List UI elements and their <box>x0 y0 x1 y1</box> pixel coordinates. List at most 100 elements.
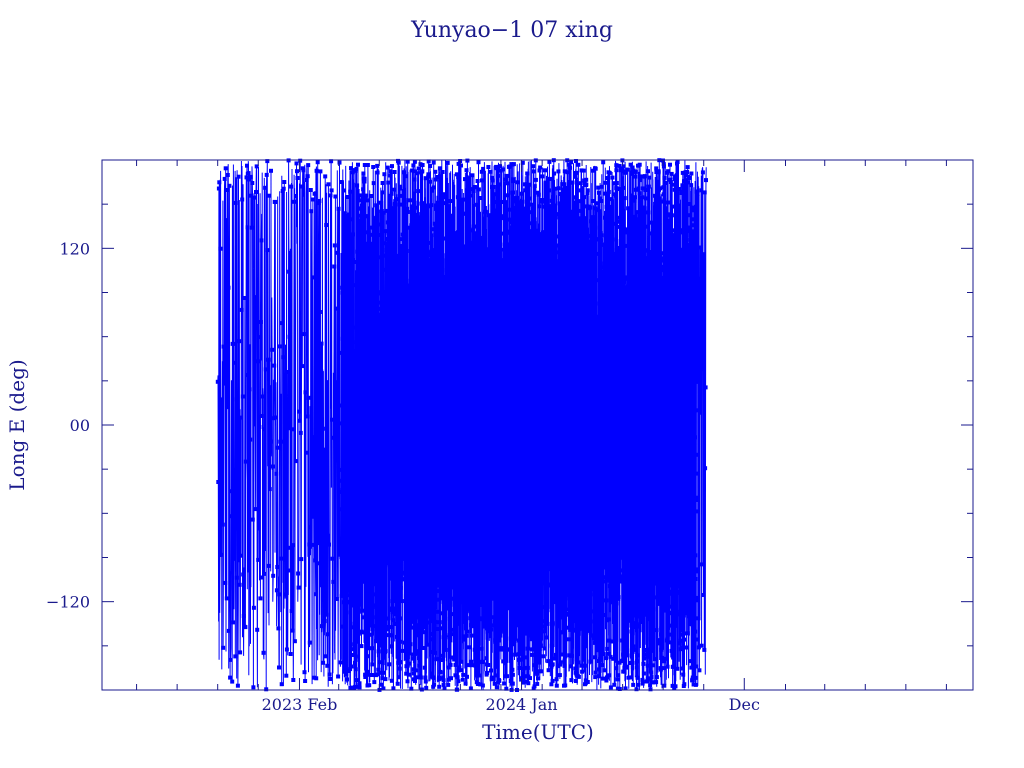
data-point <box>465 158 470 163</box>
data-point <box>348 685 353 690</box>
data-point <box>390 535 395 539</box>
data-point <box>532 520 536 524</box>
data-point <box>401 267 406 272</box>
data-point <box>616 253 621 258</box>
data-point <box>609 216 614 221</box>
data-point <box>218 552 223 557</box>
data-point <box>597 350 602 354</box>
data-point <box>269 439 274 444</box>
data-point <box>438 536 443 541</box>
data-point <box>619 197 624 202</box>
data-point <box>566 186 571 190</box>
data-point <box>394 634 399 639</box>
data-point <box>327 542 331 547</box>
data-point <box>510 681 515 686</box>
data-point <box>677 237 682 242</box>
data-point <box>661 584 666 589</box>
data-point <box>571 612 576 617</box>
data-point <box>380 181 385 185</box>
data-point <box>588 619 593 624</box>
data-point <box>386 180 391 185</box>
data-point <box>482 403 487 408</box>
data-point <box>681 672 686 677</box>
data-point <box>664 656 669 661</box>
data-point <box>675 410 680 415</box>
data-point <box>387 325 392 330</box>
x-tick-label: 2023 Feb <box>262 695 338 714</box>
data-point <box>647 535 652 540</box>
data-point <box>494 380 499 385</box>
data-point <box>351 539 356 544</box>
data-point <box>452 657 457 662</box>
data-point <box>554 569 559 573</box>
data-point <box>683 608 688 612</box>
data-point <box>648 687 653 692</box>
data-point <box>502 416 507 421</box>
data-point <box>628 162 633 167</box>
data-point <box>329 159 334 164</box>
data-point <box>473 639 478 644</box>
data-point <box>283 592 288 597</box>
data-point <box>681 186 686 191</box>
data-point <box>639 502 644 507</box>
data-point <box>495 502 499 507</box>
data-point <box>661 192 666 197</box>
data-point <box>533 325 538 330</box>
data-point <box>459 201 464 206</box>
data-point <box>612 549 617 554</box>
data-point <box>666 587 670 592</box>
data-point <box>578 208 583 213</box>
data-point <box>524 557 528 562</box>
data-point <box>525 674 530 679</box>
data-point <box>255 627 260 632</box>
data-point <box>313 558 318 563</box>
data-point <box>632 469 637 474</box>
data-point <box>346 344 351 348</box>
data-point <box>306 395 311 400</box>
data-point <box>487 336 492 341</box>
data-point <box>368 232 373 237</box>
data-point <box>342 669 347 674</box>
data-point <box>451 585 455 590</box>
data-point <box>446 400 451 405</box>
data-point <box>660 294 665 299</box>
data-point <box>455 526 460 531</box>
data-point <box>400 546 405 551</box>
data-point <box>436 589 441 594</box>
data-point <box>680 330 685 335</box>
data-point <box>421 576 426 581</box>
data-point <box>643 546 648 551</box>
data-point <box>478 304 483 309</box>
data-point <box>446 216 450 221</box>
data-point <box>290 628 295 633</box>
data-point <box>619 359 624 364</box>
data-point <box>434 510 439 515</box>
data-point <box>557 201 562 206</box>
data-point <box>588 592 593 597</box>
data-point <box>606 190 611 194</box>
data-point <box>656 487 661 492</box>
data-point <box>303 679 308 683</box>
data-point <box>683 438 688 443</box>
data-point <box>613 396 617 401</box>
data-point <box>417 560 422 565</box>
data-point <box>690 408 695 413</box>
data-point <box>545 275 550 280</box>
data-point <box>460 520 465 525</box>
data-point <box>661 161 666 166</box>
data-point <box>404 540 409 545</box>
data-point <box>628 471 633 476</box>
data-point <box>350 170 355 175</box>
data-point <box>563 596 568 601</box>
data-point <box>377 435 382 440</box>
data-point <box>688 202 693 206</box>
data-point <box>624 276 629 281</box>
data-point <box>586 525 591 530</box>
data-point <box>392 387 397 392</box>
data-point <box>286 545 291 550</box>
data-point <box>581 605 586 610</box>
data-point <box>606 235 611 240</box>
data-point <box>516 381 521 385</box>
data-point <box>370 646 374 651</box>
